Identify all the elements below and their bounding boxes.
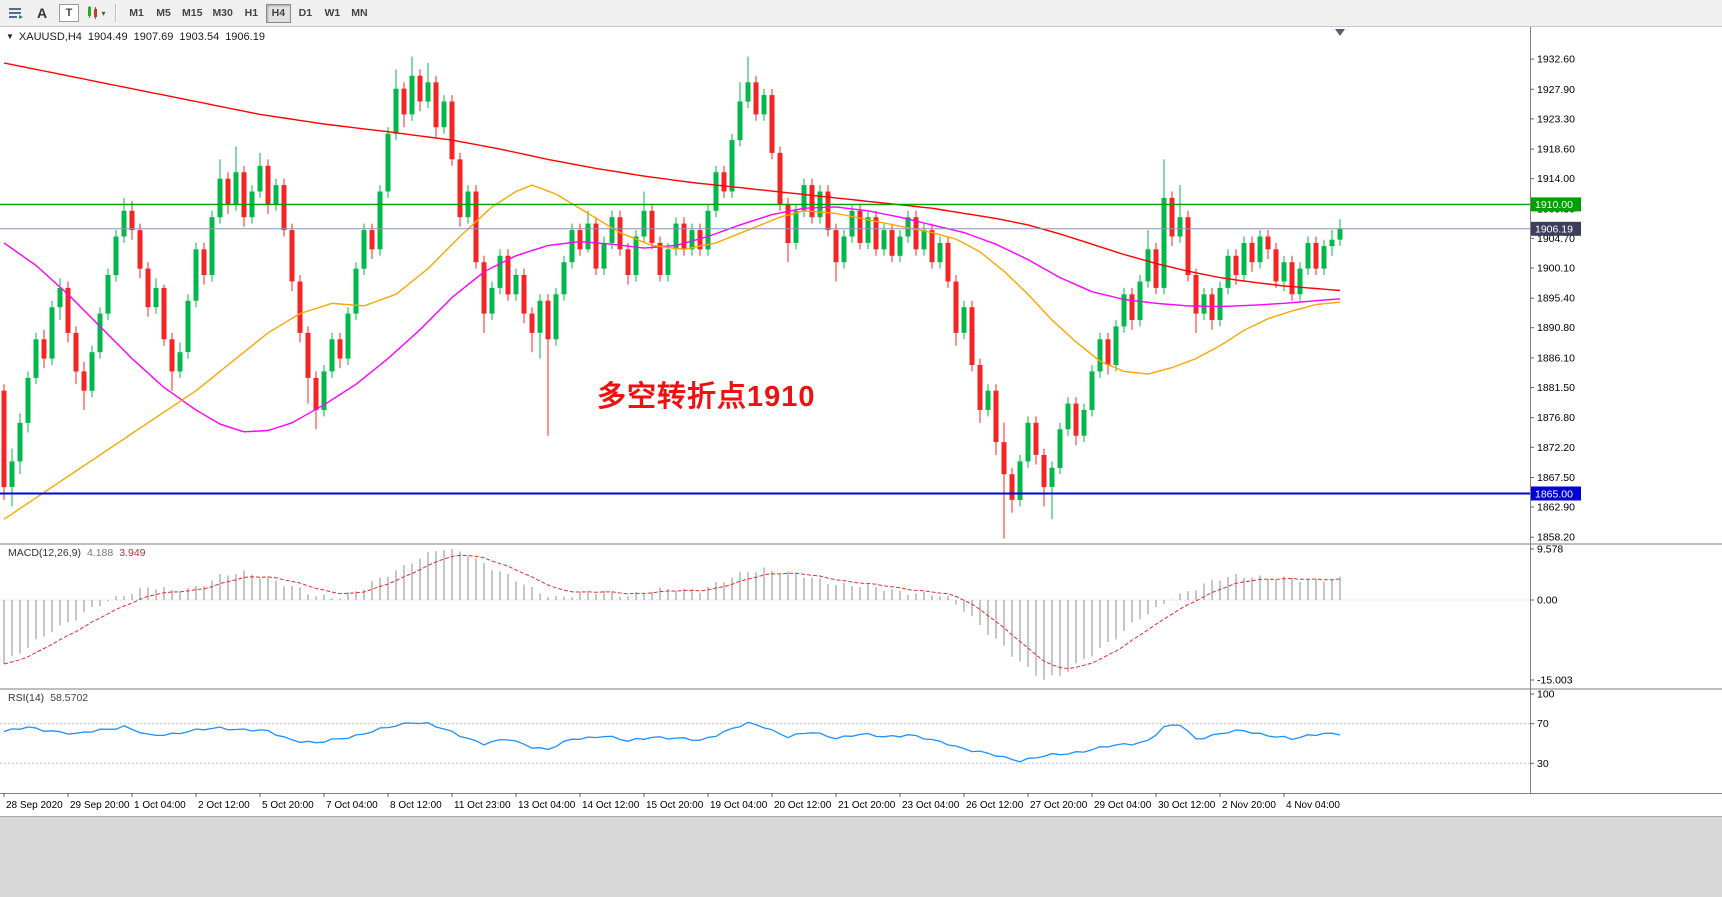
- svg-text:1927.90: 1927.90: [1537, 84, 1575, 96]
- price-badge-1906.19: 1906.19: [1531, 221, 1581, 236]
- chart-area[interactable]: 1932.601927.901923.301918.601914.001909.…: [0, 27, 1722, 816]
- rsi-label: RSI(14) 58.5702: [8, 692, 88, 704]
- rsi-line: [3, 721, 1341, 763]
- svg-text:11 Oct 23:00: 11 Oct 23:00: [454, 800, 511, 811]
- svg-text:1872.20: 1872.20: [1537, 442, 1575, 454]
- ohlc-info: ▼ XAUUSD,H4 1904.49 1907.69 1903.54 1906.19: [6, 31, 271, 43]
- svg-text:1904.70: 1904.70: [1537, 233, 1575, 245]
- svg-text:27 Oct 20:00: 27 Oct 20:00: [1030, 800, 1088, 811]
- chart-annotation: 多空转折点1910: [597, 381, 816, 413]
- svg-text:1867.50: 1867.50: [1537, 472, 1575, 484]
- svg-text:100: 100: [1537, 689, 1555, 701]
- font-tool-icon[interactable]: A: [36, 5, 48, 21]
- tf-button-h1[interactable]: H1: [239, 4, 264, 23]
- svg-text:29 Sep 20:00: 29 Sep 20:00: [70, 800, 130, 811]
- svg-text:1890.80: 1890.80: [1537, 322, 1575, 334]
- panel-splitter-rsi[interactable]: [0, 688, 1722, 690]
- price-badge-1865.00: 1865.00: [1531, 486, 1581, 501]
- svg-text:30 Oct 12:00: 30 Oct 12:00: [1158, 800, 1216, 811]
- svg-text:0.00: 0.00: [1537, 595, 1558, 607]
- window-bottom-area: [0, 816, 1722, 897]
- svg-text:1895.40: 1895.40: [1537, 293, 1575, 305]
- svg-text:4 Nov 04:00: 4 Nov 04:00: [1286, 800, 1340, 811]
- tf-button-m5[interactable]: M5: [151, 4, 176, 23]
- price-chart-svg[interactable]: 1932.601927.901923.301918.601914.001909.…: [0, 27, 1722, 816]
- tf-button-d1[interactable]: D1: [293, 4, 318, 23]
- price-badge-1910.00: 1910.00: [1531, 197, 1581, 212]
- svg-text:1 Oct 04:00: 1 Oct 04:00: [134, 800, 186, 811]
- ma-mid-magenta: [3, 206, 1341, 433]
- svg-text:26 Oct 12:00: 26 Oct 12:00: [966, 800, 1024, 811]
- svg-text:20 Oct 12:00: 20 Oct 12:00: [774, 800, 832, 811]
- svg-text:1918.60: 1918.60: [1537, 144, 1575, 156]
- ma-fast-orange: [3, 184, 1341, 520]
- svg-text:15 Oct 20:00: 15 Oct 20:00: [646, 800, 704, 811]
- tf-button-w1[interactable]: W1: [320, 4, 345, 23]
- svg-text:5 Oct 20:00: 5 Oct 20:00: [262, 800, 314, 811]
- svg-text:1910.00: 1910.00: [1535, 199, 1573, 211]
- toolbar-separator: [115, 4, 117, 22]
- svg-text:23 Oct 04:00: 23 Oct 04:00: [902, 800, 960, 811]
- svg-text:1923.30: 1923.30: [1537, 113, 1575, 125]
- macd-axis-labels: 9.578 0.00 -15.003: [1530, 544, 1573, 687]
- svg-text:1881.50: 1881.50: [1537, 382, 1575, 394]
- text-box-tool-icon[interactable]: T: [59, 4, 79, 22]
- candlestick-icon: [88, 6, 98, 19]
- ohlc-low: 1903.54: [179, 31, 220, 43]
- menu-lines-icon: [9, 8, 23, 19]
- candles-group: [1, 56, 1343, 539]
- svg-text:30: 30: [1537, 758, 1549, 770]
- symbol-period-label: XAUUSD,H4: [18, 31, 82, 43]
- svg-text:19 Oct 04:00: 19 Oct 04:00: [710, 800, 768, 811]
- ma-slow-red: [3, 62, 1341, 292]
- ohlc-open: 1904.49: [87, 31, 128, 43]
- svg-text:-15.003: -15.003: [1537, 675, 1573, 687]
- dropdown-caret-icon: ▾: [101, 8, 106, 18]
- svg-text:8 Oct 12:00: 8 Oct 12:00: [390, 800, 442, 811]
- svg-text:1906.19: 1906.19: [1535, 224, 1573, 236]
- svg-text:14 Oct 12:00: 14 Oct 12:00: [582, 800, 640, 811]
- price-axis-labels: 1932.601927.901923.301918.601914.001909.…: [1530, 54, 1575, 544]
- rsi-axis-labels: 100 70 30: [1530, 689, 1555, 770]
- date-axis-labels: 28 Sep 2020 29 Sep 20:00 1 Oct 04:00 2 Oct …: [3, 793, 1340, 811]
- toolbar: A T ▾ M1 M5 M15 M30 H1 H4 D1 W1 MN: [0, 0, 1722, 27]
- svg-text:70: 70: [1537, 718, 1549, 730]
- tf-button-m1[interactable]: M1: [124, 4, 149, 23]
- tf-button-h4[interactable]: H4: [265, 3, 291, 23]
- macd-label: MACD(12,26,9) 4.188 3.949: [8, 547, 146, 559]
- svg-text:28 Sep 2020: 28 Sep 2020: [6, 800, 63, 811]
- svg-text:1932.60: 1932.60: [1537, 54, 1575, 66]
- ohlc-collapse-icon[interactable]: ▼: [6, 32, 14, 41]
- svg-text:2 Nov 20:00: 2 Nov 20:00: [1222, 800, 1276, 811]
- tf-button-m30[interactable]: M30: [208, 4, 236, 23]
- macd-histogram: [3, 549, 1341, 680]
- ohlc-close: 1906.19: [225, 31, 265, 43]
- svg-text:1876.80: 1876.80: [1537, 412, 1575, 424]
- svg-text:1862.90: 1862.90: [1537, 502, 1575, 514]
- svg-text:1865.00: 1865.00: [1535, 488, 1573, 500]
- tf-button-m15[interactable]: M15: [178, 4, 206, 23]
- svg-text:7 Oct 04:00: 7 Oct 04:00: [326, 800, 378, 811]
- chart-style-icon[interactable]: ▾: [84, 3, 108, 23]
- svg-text:1858.20: 1858.20: [1537, 532, 1575, 544]
- svg-text:1914.00: 1914.00: [1537, 173, 1575, 185]
- chart-shift-marker[interactable]: [1335, 29, 1345, 36]
- ohlc-high: 1907.69: [133, 31, 174, 43]
- svg-text:13 Oct 04:00: 13 Oct 04:00: [518, 800, 576, 811]
- svg-text:29 Oct 04:00: 29 Oct 04:00: [1094, 800, 1152, 811]
- tf-button-mn[interactable]: MN: [347, 4, 372, 23]
- svg-text:1900.10: 1900.10: [1537, 263, 1575, 275]
- panel-splitter-macd[interactable]: [0, 543, 1722, 545]
- macd-signal-line: [3, 554, 1341, 670]
- svg-text:9.578: 9.578: [1537, 544, 1563, 556]
- svg-text:1886.10: 1886.10: [1537, 352, 1575, 364]
- svg-text:21 Oct 20:00: 21 Oct 20:00: [838, 800, 896, 811]
- svg-text:2 Oct 12:00: 2 Oct 12:00: [198, 800, 250, 811]
- chart-list-icon[interactable]: [4, 3, 28, 23]
